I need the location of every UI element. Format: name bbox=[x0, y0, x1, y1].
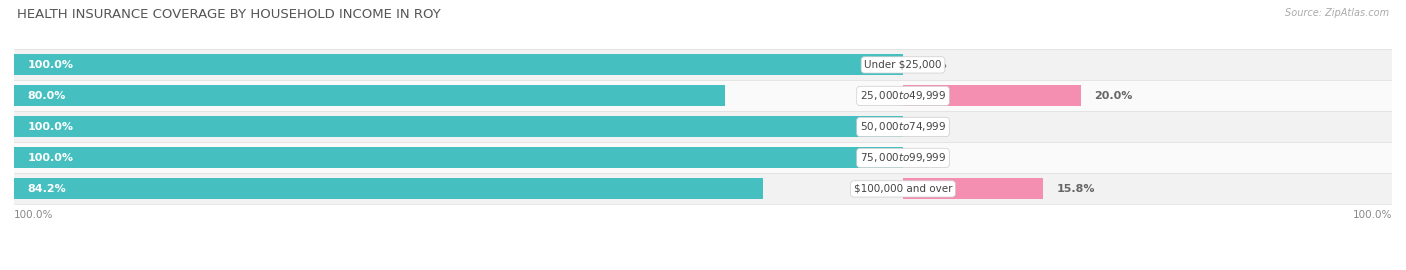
Text: 20.0%: 20.0% bbox=[1094, 91, 1132, 101]
Text: 100.0%: 100.0% bbox=[27, 60, 73, 70]
Bar bbox=[903, 178, 1043, 200]
Text: 15.8%: 15.8% bbox=[1057, 184, 1095, 194]
Text: 0.0%: 0.0% bbox=[917, 60, 948, 70]
Text: $50,000 to $74,999: $50,000 to $74,999 bbox=[860, 120, 946, 133]
Bar bbox=[14, 142, 1392, 173]
Text: 100.0%: 100.0% bbox=[27, 153, 73, 163]
Text: 80.0%: 80.0% bbox=[27, 91, 66, 101]
Text: HEALTH INSURANCE COVERAGE BY HOUSEHOLD INCOME IN ROY: HEALTH INSURANCE COVERAGE BY HOUSEHOLD I… bbox=[17, 8, 440, 21]
Bar bbox=[903, 85, 1081, 106]
Bar bbox=[14, 112, 1392, 142]
Text: 0.0%: 0.0% bbox=[917, 153, 948, 163]
Text: $75,000 to $99,999: $75,000 to $99,999 bbox=[860, 151, 946, 164]
Text: Source: ZipAtlas.com: Source: ZipAtlas.com bbox=[1285, 8, 1389, 18]
Text: $25,000 to $49,999: $25,000 to $49,999 bbox=[860, 89, 946, 102]
Text: $100,000 and over: $100,000 and over bbox=[853, 184, 952, 194]
Bar bbox=[14, 147, 903, 168]
Bar bbox=[14, 54, 903, 75]
Text: 100.0%: 100.0% bbox=[1353, 210, 1392, 220]
Text: 0.0%: 0.0% bbox=[917, 122, 948, 132]
Text: Under $25,000: Under $25,000 bbox=[865, 60, 942, 70]
Bar bbox=[14, 80, 1392, 112]
Text: 84.2%: 84.2% bbox=[27, 184, 66, 194]
Bar bbox=[14, 173, 1392, 204]
Bar bbox=[14, 49, 1392, 80]
Text: 100.0%: 100.0% bbox=[27, 122, 73, 132]
Text: 100.0%: 100.0% bbox=[14, 210, 53, 220]
Bar bbox=[14, 116, 903, 137]
Bar bbox=[14, 85, 725, 106]
Bar bbox=[14, 178, 762, 200]
